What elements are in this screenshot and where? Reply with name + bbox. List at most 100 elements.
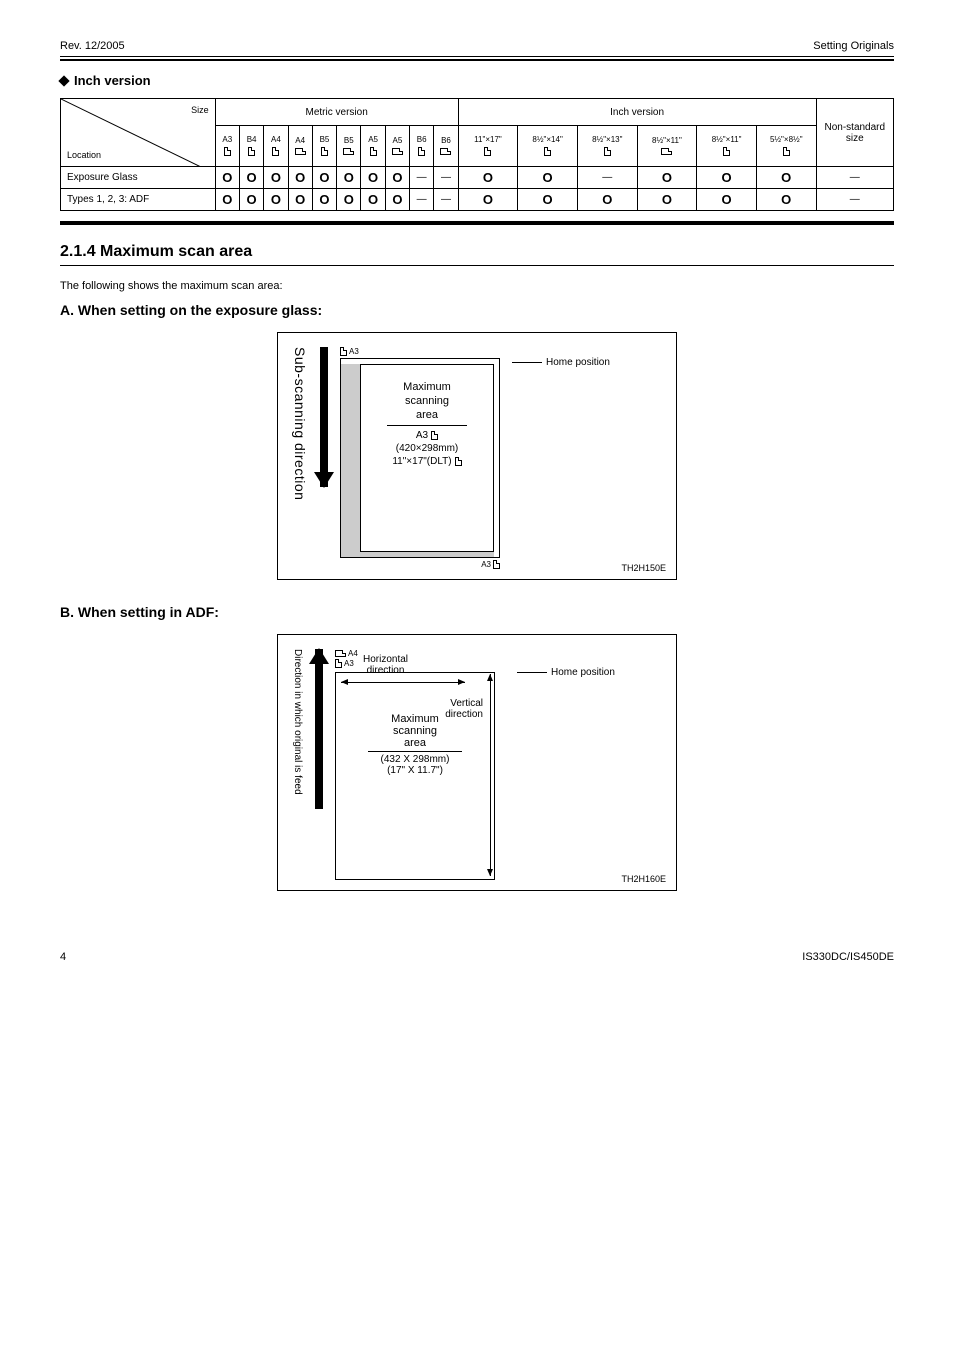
page-icon [544,147,551,156]
row-label: Exposure Glass [61,167,216,189]
diag-upper: Size [191,105,209,115]
diamond-icon [58,75,69,86]
page-icon [431,431,438,440]
size-header-cell: 8½"×11" [637,126,697,167]
compat-cell: O [697,189,757,211]
compat-cell: O [756,167,816,189]
fig2-top-tag2: A3 [344,659,354,668]
home-pointer: Home position [512,357,610,368]
data-row: Types 1, 2, 3: ADF OOOOOOOO——OOOOOO— [61,189,894,211]
page-number: 4 [60,951,66,963]
page-icon [455,457,462,466]
size-header-cell: 11"×17" [458,126,518,167]
size-label: A4 [295,137,305,145]
bullet-heading: Inch version [60,73,894,88]
compat-cell: O [697,167,757,189]
size-label: A4 [271,136,281,144]
fig1-l2: scanning [405,395,449,407]
page-icon [335,650,346,657]
compat-cell: O [518,167,578,189]
rule-icon [387,425,466,426]
size-label: A5 [368,136,378,144]
lead-line-icon [512,362,542,363]
compat-cell: O [264,167,288,189]
scan-inner-rect: Maximum scanning area A3 (420×298mm) 11"… [360,364,494,552]
sub-b-title: B. When setting in ADF: [60,604,894,620]
size-label: 5½"×8½" [770,136,803,144]
fig1-l3: area [416,409,438,421]
fig2-l3: area [404,737,426,749]
size-label: 8½"×11" [712,136,742,144]
size-header-cell: B6 [410,126,434,167]
page-icon [343,148,354,155]
group-row: Size Location Metric version Inch versio… [61,99,894,126]
compat-cell: — [410,189,434,211]
page-icon [272,147,279,156]
figure-1: Sub-scanning direction A3 Maximum scanni… [60,332,894,580]
compat-cell: O [239,189,263,211]
model-id: IS330DC/IS450DE [802,951,894,963]
compat-cell: O [577,189,637,211]
size-header-cell: A5 [385,126,409,167]
size-label: B5 [344,137,354,145]
compat-cell: O [385,167,409,189]
data-row: Exposure Glass OOOOOOOO——OO—OOO— [61,167,894,189]
row-label: Types 1, 2, 3: ADF [61,189,216,211]
compat-cell: O [337,167,361,189]
compat-cell: — [410,167,434,189]
compat-cell: O [385,189,409,211]
compat-cell: — [816,167,893,189]
compat-cell: O [337,189,361,211]
compat-cell: O [215,167,239,189]
compat-cell: O [239,167,263,189]
fig2-vlabel: Direction in which original is feed [292,649,303,795]
intro-para: The following shows the maximum scan are… [60,280,894,292]
compat-cell: O [264,189,288,211]
page-icon [484,147,491,156]
page-icon [723,147,730,156]
size-header-cell: A4 [264,126,288,167]
section-label: Setting Originals [813,40,894,52]
scan2-outer-rect: Maximum scanning area (432 X 298mm) (17"… [335,672,495,880]
arrow-down-icon [320,347,328,487]
size-header-cell: 8½"×11" [697,126,757,167]
compat-cell: — [816,189,893,211]
compat-cell: O [756,189,816,211]
fig1-vlabel: Sub-scanning direction [292,347,308,500]
fig1-scan-area: Maximum scanning area A3 (420×298mm) 11"… [340,358,500,558]
fig2-code: TH2H160E [621,874,666,884]
group-inch: Inch version [458,99,816,126]
size-header-cell: 8½"×14" [518,126,578,167]
compat-cell: O [361,189,385,211]
size-header-cell: A3 [215,126,239,167]
page-icon [440,148,451,155]
fig1-right-tag: A3 [481,560,491,569]
page-icon [370,147,377,156]
page-footer: 4 IS330DC/IS450DE [60,951,894,963]
group-metric: Metric version [215,99,458,126]
bullet-title: Inch version [74,73,151,88]
section-divider [60,221,894,225]
rule-thin [60,56,894,57]
size-label: B4 [247,136,257,144]
compat-cell: — [434,167,458,189]
size-header-cell: B5 [312,126,336,167]
page-icon [392,148,403,155]
fig2-home: Home position [551,667,615,678]
fig1-home: Home position [546,357,610,368]
rule-thick [60,59,894,61]
subsection-title: 2.1.4 Maximum scan area [60,243,894,266]
arrow-up-icon [315,649,323,809]
fig2-arrow [315,649,323,809]
page-icon [335,659,342,668]
size-label: B6 [417,136,427,144]
rev-label: Rev. 12/2005 [60,40,125,52]
size-header-cell: A5 [361,126,385,167]
compat-cell: O [288,189,312,211]
lead-line-icon [517,672,547,673]
size-header-cell: 8½"×13" [577,126,637,167]
compat-cell: O [518,189,578,211]
size-label: 8½"×13" [592,136,622,144]
fig1-l1: Maximum [403,381,451,393]
compat-cell: O [458,189,518,211]
